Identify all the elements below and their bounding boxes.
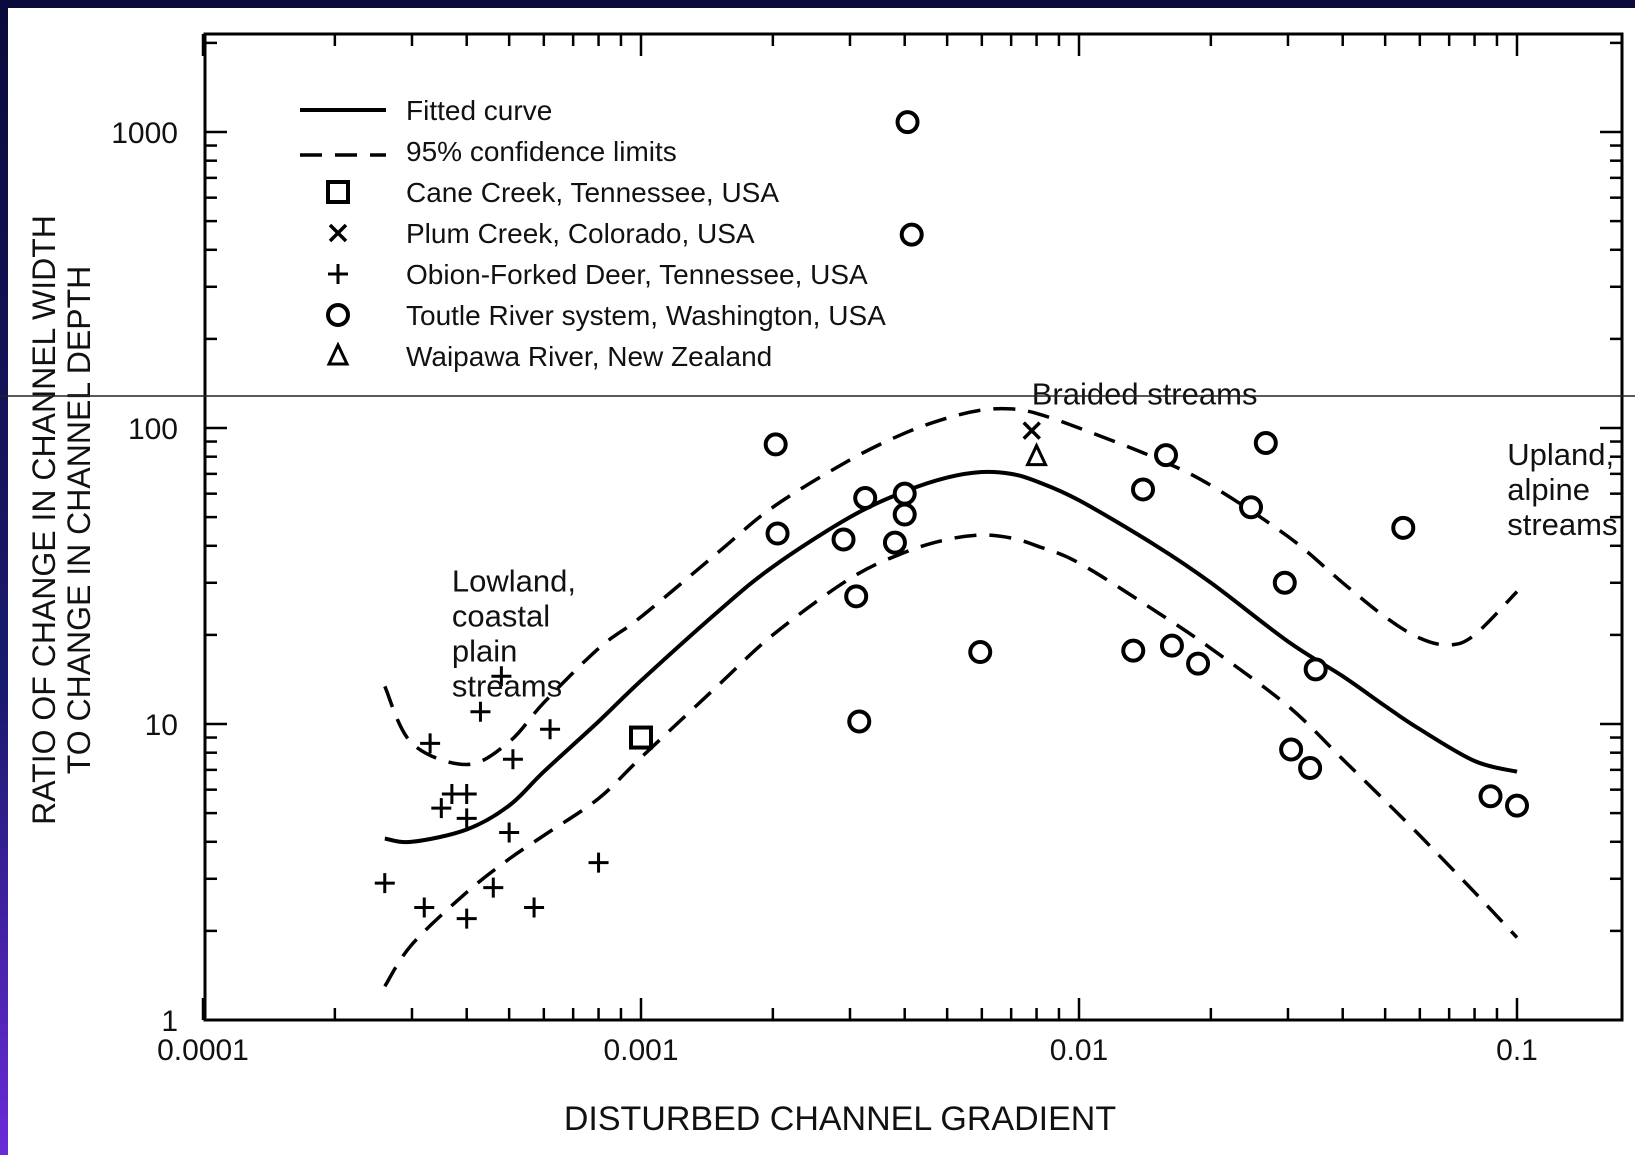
upper-confidence-limit bbox=[383, 406, 1519, 767]
legend-triangle-swatch bbox=[326, 341, 350, 366]
data-point-x bbox=[1022, 421, 1041, 440]
data-points bbox=[374, 110, 1529, 929]
data-point-circle bbox=[1239, 495, 1264, 520]
x-tick-label: 0.1 bbox=[1496, 1034, 1538, 1067]
data-point-circle bbox=[892, 481, 917, 506]
legend-label: Fitted curve bbox=[406, 95, 552, 126]
data-point-circle bbox=[831, 527, 856, 552]
data-point-triangle bbox=[1025, 442, 1048, 467]
annotation-text: Braided streams bbox=[1032, 377, 1258, 412]
data-point-circle bbox=[1186, 651, 1211, 676]
legend: Fitted curve 95% confidence limits Cane Cr… bbox=[300, 95, 886, 372]
legend-plus-swatch bbox=[328, 264, 348, 284]
data-point-circle bbox=[1253, 430, 1278, 455]
legend-circle-swatch bbox=[326, 303, 350, 327]
data-point-plus bbox=[491, 666, 512, 687]
data-point-circle bbox=[1159, 633, 1184, 658]
data-point-circle bbox=[1505, 793, 1529, 818]
y-axis-title-line-1: RATIO OF CHANGE IN CHANNEL WIDTH bbox=[26, 215, 62, 825]
y-tick-label: 10 bbox=[145, 709, 178, 742]
x-tick-label: 0.001 bbox=[603, 1034, 678, 1067]
data-point-plus bbox=[414, 897, 435, 918]
data-point-circle bbox=[1279, 737, 1304, 762]
data-point-circle bbox=[1131, 477, 1156, 502]
data-point-circle bbox=[1391, 515, 1416, 540]
curves bbox=[383, 406, 1519, 988]
data-point-plus bbox=[588, 852, 609, 873]
fitted-curve bbox=[384, 469, 1518, 845]
x-tick-label: 0.0001 bbox=[157, 1034, 249, 1067]
data-point-circle bbox=[892, 502, 917, 527]
y-axis-title-line-2: TO CHANGE IN CHANNEL DEPTH bbox=[61, 266, 97, 775]
legend-label: 95% confidence limits bbox=[406, 136, 677, 167]
annotation-text: Upland, bbox=[1507, 437, 1614, 472]
data-point-plus bbox=[420, 733, 441, 754]
data-point-circle bbox=[1298, 756, 1323, 781]
annotation-text: streams bbox=[452, 669, 562, 704]
data-point-circle bbox=[1272, 570, 1297, 595]
data-point-plus bbox=[456, 908, 477, 929]
data-point-circle bbox=[1303, 657, 1328, 682]
plot-frame bbox=[203, 32, 1624, 1022]
data-point-plus bbox=[456, 808, 477, 829]
data-point-circle bbox=[968, 640, 993, 665]
y-tick-label: 1000 bbox=[111, 117, 178, 150]
data-point-circle bbox=[1121, 638, 1146, 663]
data-point-plus bbox=[524, 897, 545, 918]
data-point-plus bbox=[540, 719, 561, 740]
legend-label: Waipawa River, New Zealand bbox=[406, 341, 772, 372]
y-tick-label: 100 bbox=[128, 413, 178, 446]
data-point-plus bbox=[499, 822, 520, 843]
data-point-square bbox=[629, 725, 653, 750]
annotation-text: plain bbox=[452, 634, 517, 669]
annotation-text: alpine bbox=[1507, 472, 1590, 507]
data-point-plus bbox=[374, 873, 395, 894]
legend-square-swatch bbox=[326, 180, 350, 204]
legend-x-swatch bbox=[328, 223, 348, 243]
data-point-circle bbox=[763, 432, 788, 457]
legend-label: Plum Creek, Colorado, USA bbox=[406, 218, 755, 249]
legend-label: Cane Creek, Tennessee, USA bbox=[406, 177, 779, 208]
data-point-circle bbox=[895, 110, 920, 135]
data-point-circle bbox=[853, 486, 878, 511]
data-point-circle bbox=[1154, 443, 1179, 468]
lower-confidence-limit bbox=[383, 533, 1519, 988]
slide-panel bbox=[8, 8, 1635, 1155]
x-tick-label: 0.01 bbox=[1050, 1034, 1108, 1067]
data-point-circle bbox=[847, 709, 872, 734]
data-point-circle bbox=[844, 584, 869, 609]
annotation-text: streams bbox=[1507, 507, 1617, 542]
data-point-plus bbox=[470, 701, 491, 722]
y-tick-label: 1 bbox=[161, 1005, 178, 1038]
axis-ticks bbox=[201, 34, 1622, 1022]
data-point-circle bbox=[899, 222, 924, 247]
data-point-circle bbox=[882, 530, 907, 555]
axis-labels: DISTURBED CHANNEL GRADIENT RATIO OF CHAN… bbox=[26, 117, 1538, 1138]
data-point-plus bbox=[456, 784, 477, 805]
data-point-plus bbox=[431, 798, 452, 819]
legend-label: Obion-Forked Deer, Tennessee, USA bbox=[406, 259, 868, 290]
data-point-plus bbox=[502, 749, 523, 770]
annotation-text: Lowland, bbox=[452, 564, 576, 599]
data-point-plus bbox=[483, 877, 504, 898]
x-axis-title: DISTURBED CHANNEL GRADIENT bbox=[564, 1100, 1116, 1138]
annotation-text: coastal bbox=[452, 599, 550, 634]
legend-label: Toutle River system, Washington, USA bbox=[406, 300, 886, 331]
data-point-circle bbox=[765, 521, 790, 546]
data-point-circle bbox=[1478, 784, 1503, 809]
slide-left-strip bbox=[0, 0, 8, 1155]
